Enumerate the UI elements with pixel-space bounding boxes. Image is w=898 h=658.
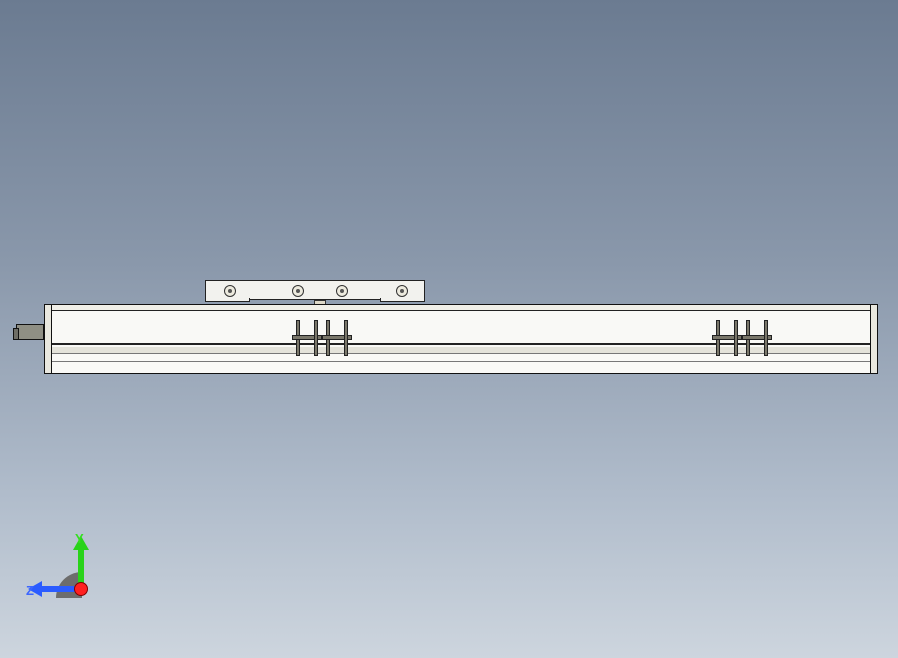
z-axis-arrow-icon	[40, 586, 76, 592]
mount-hole-2	[292, 285, 304, 297]
mount-bracket-2	[322, 320, 352, 356]
axis-triad[interactable]: Y Z	[18, 528, 108, 598]
rail-top-cap	[45, 305, 877, 311]
rail-endcap-right	[870, 304, 878, 374]
rail-low-band-2	[45, 361, 877, 362]
mount-hole-3	[336, 285, 348, 297]
motor-shaft-stub	[16, 324, 44, 340]
y-axis-arrow-icon	[78, 548, 84, 584]
y-axis-label: Y	[75, 531, 84, 546]
mount-bracket-3	[712, 320, 742, 356]
mount-hole-1	[224, 285, 236, 297]
mount-hole-4	[396, 285, 408, 297]
mount-bracket-4	[742, 320, 772, 356]
rail-endcap-left	[44, 304, 52, 374]
linear-rail-assembly	[0, 280, 898, 380]
cad-viewport[interactable]: Y Z	[0, 0, 898, 658]
z-axis-label: Z	[26, 583, 34, 598]
carriage-step-left	[205, 298, 250, 302]
carriage-plate	[205, 280, 425, 300]
carriage-step-right	[380, 298, 425, 302]
mount-bracket-1	[292, 320, 322, 356]
x-axis-origin-icon	[74, 582, 88, 596]
